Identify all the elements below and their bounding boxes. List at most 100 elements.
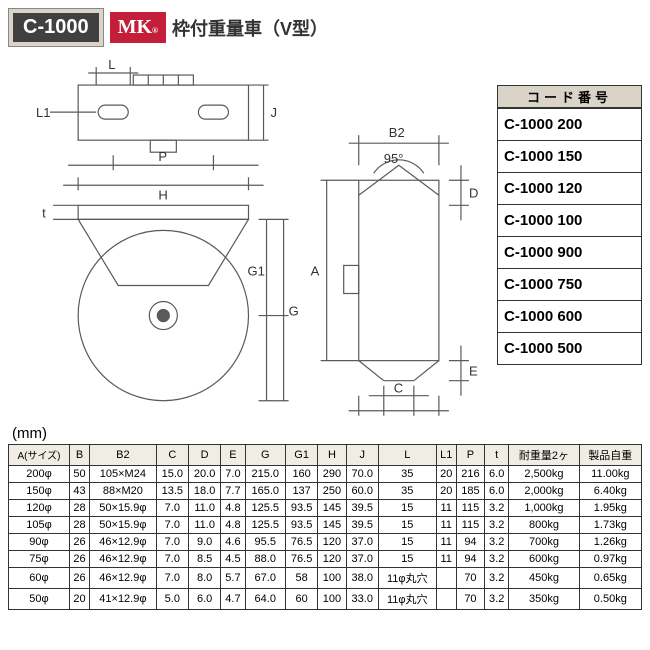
table-cell: 137: [285, 482, 317, 499]
table-cell: 160: [285, 465, 317, 482]
table-cell: 15.0: [156, 465, 188, 482]
table-cell: 600kg: [509, 550, 579, 567]
table-cell: 46×12.9φ: [90, 567, 156, 588]
table-cell: 215.0: [245, 465, 285, 482]
table-cell: 26: [69, 550, 89, 567]
table-cell: 18.0: [188, 482, 220, 499]
table-header: L1: [436, 444, 456, 465]
svg-text:95°: 95°: [384, 151, 404, 166]
table-cell: 60.0: [346, 482, 378, 499]
table-cell: 150φ: [9, 482, 70, 499]
table-row: 90φ2646×12.9φ7.09.04.695.576.512037.0151…: [9, 533, 642, 550]
code-item: C-1000 150: [497, 141, 642, 173]
table-cell: 7.0: [156, 533, 188, 550]
table-cell: 4.8: [221, 516, 245, 533]
table-cell: 93.5: [285, 499, 317, 516]
table-cell: 11φ丸穴: [378, 588, 436, 609]
svg-text:B2: B2: [389, 125, 405, 140]
table-cell: 100: [318, 567, 346, 588]
table-cell: 20: [69, 588, 89, 609]
table-header: 製品自重: [579, 444, 641, 465]
table-cell: 64.0: [245, 588, 285, 609]
code-item: C-1000 120: [497, 173, 642, 205]
table-cell: 120: [318, 550, 346, 567]
svg-text:B: B: [394, 414, 403, 416]
table-header: E: [221, 444, 245, 465]
table-cell: 0.50kg: [579, 588, 641, 609]
table-cell: 2,000kg: [509, 482, 579, 499]
table-cell: 1.73kg: [579, 516, 641, 533]
product-name: 枠付重量車（V型）: [172, 15, 328, 41]
table-cell: 7.0: [156, 516, 188, 533]
svg-text:C: C: [394, 381, 403, 396]
table-cell: 3.2: [485, 550, 509, 567]
product-code-box: C-1000: [8, 8, 104, 47]
table-cell: 95.5: [245, 533, 285, 550]
table-cell: 4.6: [221, 533, 245, 550]
table-cell: 115: [456, 516, 484, 533]
table-cell: 1.95kg: [579, 499, 641, 516]
table-cell: 50: [69, 465, 89, 482]
table-cell: 290: [318, 465, 346, 482]
table-cell: 0.97kg: [579, 550, 641, 567]
table-header: L: [378, 444, 436, 465]
table-cell: 120φ: [9, 499, 70, 516]
table-cell: 7.0: [156, 567, 188, 588]
table-cell: 94: [456, 550, 484, 567]
table-cell: 145: [318, 499, 346, 516]
table-cell: 50×15.9φ: [90, 516, 156, 533]
spec-table: A(サイズ)BB2CDEGG1HJLL1Pt耐重量2ヶ製品自重 200φ5010…: [8, 444, 642, 610]
table-cell: 70: [456, 567, 484, 588]
table-cell: 216: [456, 465, 484, 482]
table-cell: 15: [378, 516, 436, 533]
table-cell: 28: [69, 499, 89, 516]
table-cell: 37.0: [346, 533, 378, 550]
table-cell: 33.0: [346, 588, 378, 609]
svg-text:t: t: [42, 205, 46, 220]
table-cell: 11: [436, 550, 456, 567]
header: C-1000 MK® 枠付重量車（V型）: [8, 8, 642, 47]
table-cell: 43: [69, 482, 89, 499]
table-cell: 90φ: [9, 533, 70, 550]
table-cell: 11φ丸穴: [378, 567, 436, 588]
code-item: C-1000 500: [497, 333, 642, 365]
table-cell: 6.40kg: [579, 482, 641, 499]
table-header: H: [318, 444, 346, 465]
table-cell: 39.5: [346, 516, 378, 533]
table-cell: 15: [378, 499, 436, 516]
table-header: D: [188, 444, 220, 465]
table-header: G1: [285, 444, 317, 465]
table-cell: 11: [436, 533, 456, 550]
table-cell: 7.0: [221, 465, 245, 482]
table-cell: 26: [69, 533, 89, 550]
code-item: C-1000 750: [497, 269, 642, 301]
table-cell: 70: [456, 588, 484, 609]
table-cell: 2,500kg: [509, 465, 579, 482]
table-cell: 20: [436, 482, 456, 499]
table-row: 150φ4388×M2013.518.07.7165.013725060.035…: [9, 482, 642, 499]
svg-text:E: E: [469, 364, 478, 379]
code-item: C-1000 100: [497, 205, 642, 237]
table-cell: 75φ: [9, 550, 70, 567]
table-cell: 94: [456, 533, 484, 550]
table-cell: 1.26kg: [579, 533, 641, 550]
svg-text:G1: G1: [247, 263, 264, 278]
table-cell: 5.7: [221, 567, 245, 588]
table-cell: 4.7: [221, 588, 245, 609]
table-cell: [436, 588, 456, 609]
table-row: 75φ2646×12.9φ7.08.54.588.076.512037.0151…: [9, 550, 642, 567]
table-cell: 38.0: [346, 567, 378, 588]
table-cell: 28: [69, 516, 89, 533]
table-cell: 5.0: [156, 588, 188, 609]
table-header: A(サイズ): [9, 444, 70, 465]
table-header: G: [245, 444, 285, 465]
svg-text:A: A: [311, 263, 320, 278]
table-cell: 60φ: [9, 567, 70, 588]
table-cell: 11.00kg: [579, 465, 641, 482]
table-header: t: [485, 444, 509, 465]
table-cell: 76.5: [285, 533, 317, 550]
svg-text:J: J: [271, 105, 278, 120]
table-row: 105φ2850×15.9φ7.011.04.8125.593.514539.5…: [9, 516, 642, 533]
table-cell: 11.0: [188, 516, 220, 533]
table-row: 200φ50105×M2415.020.07.0215.016029070.03…: [9, 465, 642, 482]
